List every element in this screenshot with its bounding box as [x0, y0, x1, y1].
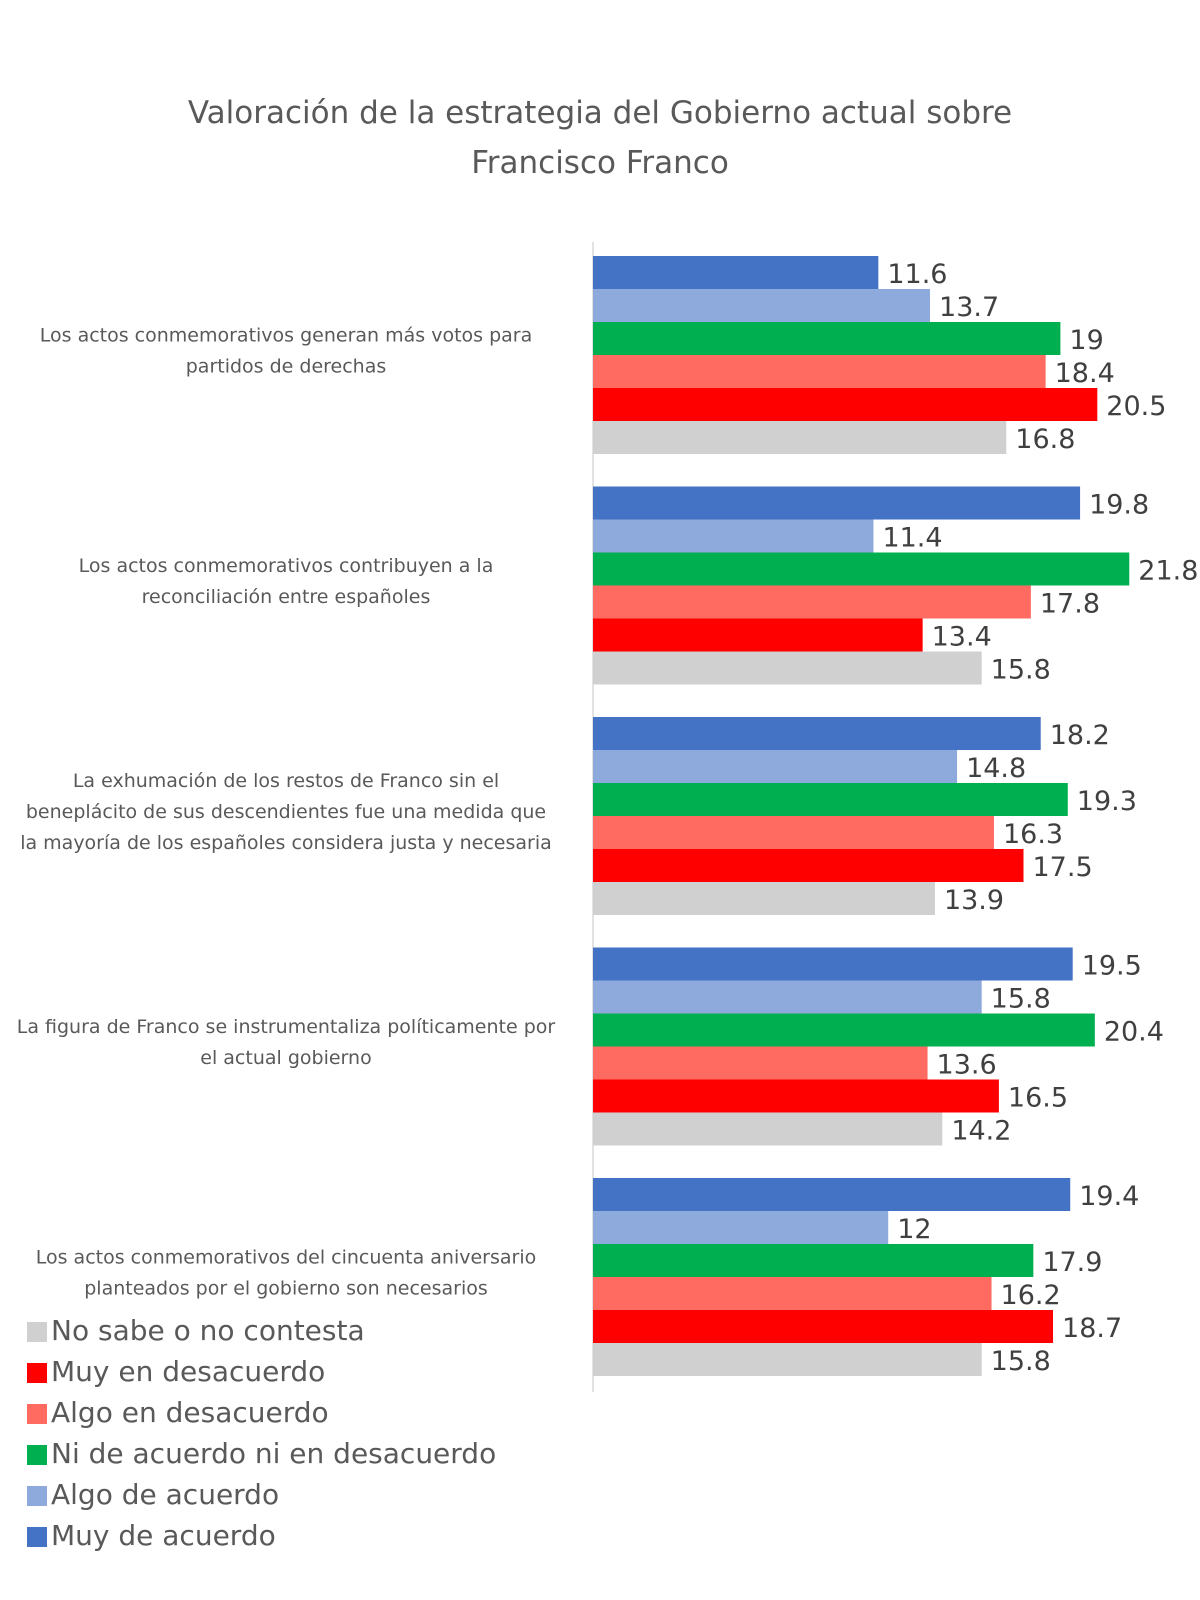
bar [593, 1310, 1054, 1343]
legend-swatch [27, 1486, 47, 1506]
data-label: 19.8 [1089, 490, 1149, 521]
data-label: 21.8 [1138, 556, 1198, 587]
bar [593, 1079, 999, 1113]
data-label: 11.4 [882, 523, 942, 554]
category-label: la mayoría de los españoles considera ju… [20, 832, 552, 854]
legend-label: No sabe o no contesta [51, 1314, 365, 1347]
data-label: 17.8 [1040, 589, 1100, 620]
bar [593, 618, 923, 652]
bar [593, 519, 874, 553]
data-label: 16.2 [1001, 1280, 1061, 1311]
bar [593, 1343, 982, 1376]
data-label: 20.4 [1104, 1017, 1164, 1048]
bar [593, 1244, 1034, 1277]
data-label: 19.4 [1079, 1181, 1139, 1212]
data-label: 19 [1069, 325, 1103, 356]
data-label: 14.2 [951, 1116, 1011, 1147]
data-label: 14.8 [966, 753, 1026, 784]
data-label: 19.5 [1082, 951, 1142, 982]
category-label: Los actos conmemorativos del cincuenta a… [36, 1247, 537, 1269]
bar [593, 849, 1024, 882]
data-label: 11.6 [887, 259, 947, 290]
category-label: planteados por el gobierno son necesario… [84, 1278, 488, 1300]
data-label: 19.3 [1077, 786, 1137, 817]
bar [593, 980, 982, 1014]
bar [593, 486, 1081, 520]
data-label: 12 [897, 1214, 931, 1245]
bar [593, 947, 1073, 981]
chart-title-line-1: Valoración de la estrategia del Gobierno… [187, 95, 1013, 131]
legend-swatch [27, 1404, 47, 1424]
bar [593, 1112, 943, 1146]
chart-title-line-2: Francisco Franco [471, 145, 729, 181]
category-label: Los actos conmemorativos generan más vot… [40, 325, 533, 347]
bar [593, 585, 1031, 619]
bar [593, 1178, 1071, 1211]
bar [593, 750, 958, 783]
bar [593, 1046, 928, 1080]
bar [593, 256, 879, 289]
data-label: 16.3 [1003, 819, 1063, 850]
bar [593, 322, 1061, 355]
data-label: 15.8 [991, 655, 1051, 686]
category-label: beneplácito de sus descendientes fue una… [26, 801, 546, 823]
category-label: el actual gobierno [200, 1047, 371, 1069]
bar [593, 1211, 889, 1244]
bar [593, 783, 1068, 816]
data-label: 13.7 [939, 292, 999, 323]
category-label: partidos de derechas [186, 356, 387, 378]
legend-swatch [27, 1527, 47, 1547]
data-label: 18.2 [1050, 720, 1110, 751]
data-label: 16.5 [1008, 1083, 1068, 1114]
data-label: 15.8 [991, 984, 1051, 1015]
legend-label: Algo en desacuerdo [51, 1396, 329, 1429]
category-label: La exhumación de los restos de Franco si… [73, 770, 499, 792]
category-label: La figura de Franco se instrumentaliza p… [17, 1016, 556, 1038]
data-label: 13.9 [944, 885, 1004, 916]
data-label: 15.8 [991, 1346, 1051, 1377]
legend-swatch [27, 1322, 47, 1342]
category-label: reconciliación entre españoles [142, 586, 431, 608]
data-label: 16.8 [1015, 424, 1075, 455]
data-label: 18.4 [1055, 358, 1115, 389]
legend-label: Muy en desacuerdo [51, 1355, 325, 1388]
data-label: 17.5 [1033, 852, 1093, 883]
chart-title: Valoración de la estrategia del Gobierno… [0, 88, 1200, 188]
data-label: 17.9 [1042, 1247, 1102, 1278]
data-label: 13.4 [932, 622, 992, 653]
bar [593, 1277, 992, 1310]
bar [593, 882, 935, 915]
bar [593, 552, 1130, 586]
data-label: 18.7 [1062, 1313, 1122, 1344]
bar [593, 289, 931, 322]
legend-label: Ni de acuerdo ni en desacuerdo [51, 1437, 496, 1470]
bar [593, 421, 1007, 454]
legend-swatch [27, 1445, 47, 1465]
bar [593, 355, 1046, 388]
legend-label: Muy de acuerdo [51, 1519, 276, 1552]
bar [593, 651, 982, 685]
category-label: Los actos conmemorativos contribuyen a l… [79, 555, 494, 577]
bar [593, 816, 994, 849]
legend-label: Algo de acuerdo [51, 1478, 279, 1511]
bar [593, 1013, 1095, 1047]
data-label: 20.5 [1106, 391, 1166, 422]
bar [593, 388, 1098, 421]
bar [593, 717, 1041, 750]
data-label: 13.6 [937, 1050, 997, 1081]
legend-swatch [27, 1363, 47, 1383]
